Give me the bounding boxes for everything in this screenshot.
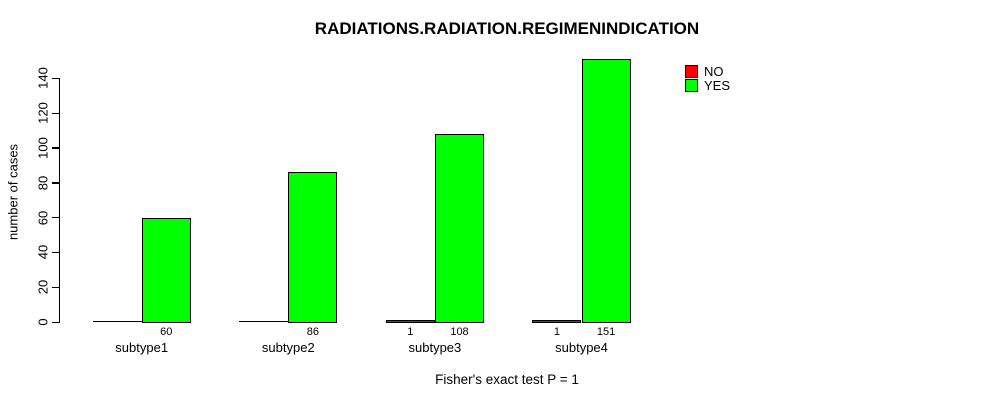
y-axis-tick — [51, 321, 59, 323]
bar-yes — [434, 134, 485, 323]
y-axis-tick-label: 120 — [35, 102, 51, 124]
bar-value-label: 86 — [306, 326, 320, 338]
category-label: subtype1 — [115, 340, 169, 355]
y-axis-tick — [51, 251, 59, 254]
y-axis-tick — [51, 217, 59, 219]
category-label: subtype2 — [261, 340, 315, 355]
bar-yes — [141, 217, 191, 323]
category-label: subtype4 — [555, 340, 608, 355]
bar-value-label: 151 — [596, 326, 616, 338]
bar-no — [239, 321, 289, 323]
x-axis-caption: Fisher's exact test P = 1 — [435, 372, 579, 387]
bar-value-label: 108 — [450, 326, 469, 338]
y-axis-tick — [51, 77, 59, 80]
y-axis-line — [58, 78, 60, 323]
bar-no — [532, 320, 582, 323]
chart-title: RADIATIONS.RADIATION.REGIMENINDICATION — [314, 19, 700, 38]
category-label: subtype3 — [408, 340, 462, 355]
y-axis-tick-label: 40 — [35, 245, 51, 260]
y-axis-tick-label: 60 — [35, 210, 51, 225]
y-axis-tick — [51, 286, 59, 288]
bar-value-label: 1 — [553, 326, 560, 338]
bar-value-label: 1 — [407, 326, 414, 338]
y-axis-tick — [51, 147, 59, 149]
bar-yes — [288, 172, 338, 323]
legend-swatch-no — [685, 65, 698, 78]
legend-label: YES — [704, 78, 731, 93]
y-axis-tick-label: 100 — [35, 137, 51, 159]
legend: NO YES — [685, 65, 730, 92]
bar-value-label: 60 — [160, 326, 173, 338]
legend-item-no: NO — [685, 65, 730, 78]
y-axis-label: number of cases — [5, 143, 21, 241]
y-axis-tick-label: 140 — [35, 67, 51, 90]
y-axis-tick-label: 80 — [35, 175, 51, 190]
y-axis-tick-label: 20 — [35, 279, 51, 295]
y-axis-tick — [51, 112, 59, 114]
y-axis-tick-label: 0 — [35, 318, 51, 326]
legend-label: NO — [704, 64, 724, 79]
legend-item-yes: YES — [685, 79, 730, 92]
bar-no — [92, 321, 142, 323]
bar-no — [385, 320, 435, 323]
y-axis-tick — [51, 182, 59, 184]
legend-swatch-yes — [685, 79, 698, 92]
bar-yes — [581, 59, 631, 323]
